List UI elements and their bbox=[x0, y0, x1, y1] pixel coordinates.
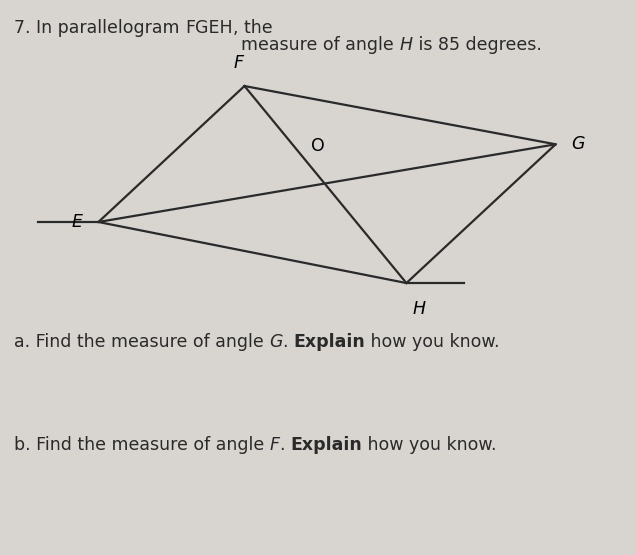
Text: E: E bbox=[72, 213, 83, 231]
Text: .: . bbox=[283, 333, 294, 351]
Text: is 85 degrees.: is 85 degrees. bbox=[413, 36, 542, 54]
Text: how you know.: how you know. bbox=[366, 333, 500, 351]
Text: .: . bbox=[280, 436, 291, 453]
Text: a. Find the measure of angle: a. Find the measure of angle bbox=[14, 333, 269, 351]
Text: G: G bbox=[269, 333, 283, 351]
Text: b. Find the measure of angle: b. Find the measure of angle bbox=[14, 436, 270, 453]
Text: Explain: Explain bbox=[294, 333, 366, 351]
Text: F: F bbox=[233, 54, 243, 72]
Text: H: H bbox=[399, 36, 413, 54]
Text: measure of angle: measure of angle bbox=[241, 36, 399, 54]
Text: G: G bbox=[572, 135, 585, 153]
Text: , the: , the bbox=[232, 19, 272, 37]
Text: O: O bbox=[311, 138, 324, 155]
Text: 7. In parallelogram: 7. In parallelogram bbox=[14, 19, 185, 37]
Text: F: F bbox=[270, 436, 280, 453]
Text: FGEH: FGEH bbox=[185, 19, 232, 37]
Text: how you know.: how you know. bbox=[363, 436, 497, 453]
Text: H: H bbox=[413, 300, 426, 317]
Text: Explain: Explain bbox=[291, 436, 363, 453]
